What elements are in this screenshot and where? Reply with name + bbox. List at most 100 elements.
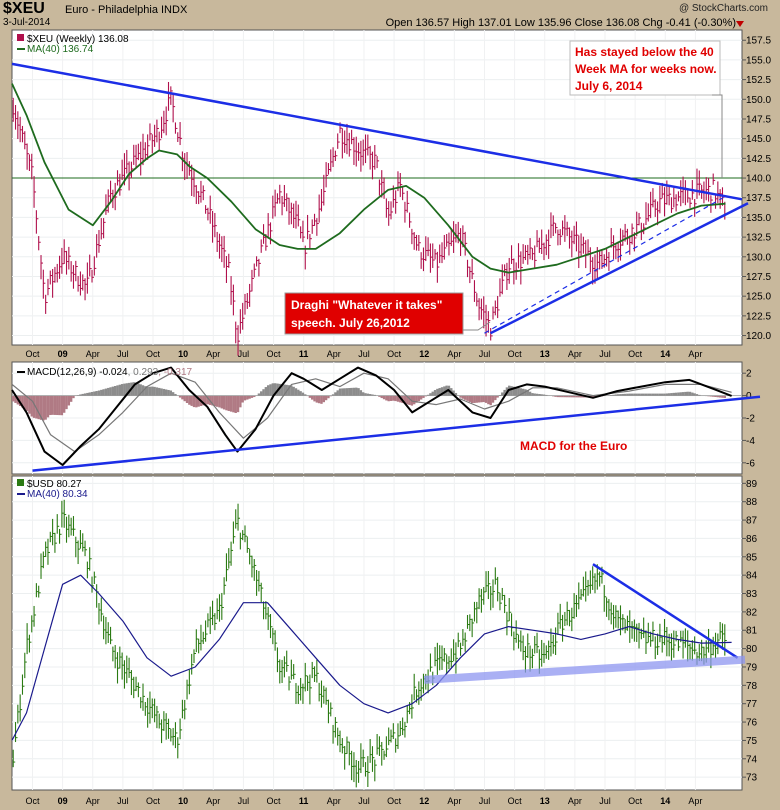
- y-tick-label: 86: [746, 534, 758, 545]
- usd-price-bars: [12, 499, 727, 788]
- x-tick-label: 13: [540, 796, 550, 806]
- annotation-line: Draghi "Whatever it takes": [291, 298, 442, 312]
- chart-date: 3-Jul-2014: [3, 17, 51, 28]
- y-tick-label: 140.0: [746, 174, 771, 185]
- euro-support-trendline: [489, 202, 749, 335]
- legend-label: , -0.317: [158, 367, 192, 378]
- legend-label: $XEU (Weekly) 136.08: [27, 34, 129, 45]
- x-tick-label: Jul: [479, 349, 491, 359]
- y-tick-label: 122.5: [746, 311, 771, 322]
- y-tick-label: 135.0: [746, 213, 771, 224]
- annotation-pointer: [712, 94, 723, 178]
- x-tick-label: Oct: [146, 796, 161, 806]
- y-tick-label: 79: [746, 662, 758, 673]
- y-tick-label: -2: [746, 414, 755, 425]
- legend-label: -0.024: [96, 367, 128, 378]
- usd-x-axis: Oct 09 Apr Jul Oct 10 Apr Jul Oct 11 Apr Jul Oct 12 Ap…: [25, 796, 702, 806]
- y-tick-label: 2: [746, 369, 752, 380]
- legend-swatch: [17, 479, 24, 486]
- x-tick-label: 09: [58, 796, 68, 806]
- y-tick-label: 77: [746, 699, 758, 710]
- x-tick-label: Apr: [688, 796, 702, 806]
- x-tick-label: Apr: [447, 796, 461, 806]
- x-tick-label: 10: [178, 796, 188, 806]
- x-tick-label: Apr: [327, 349, 341, 359]
- x-tick-label: Jul: [238, 349, 250, 359]
- annotation-box: [284, 292, 464, 335]
- chart-header: $XEU Euro - Philadelphia INDX 3-Jul-2014…: [0, 0, 780, 30]
- x-tick-label: Apr: [688, 349, 702, 359]
- annotation-line: speech. July 26,2012: [291, 316, 410, 330]
- y-tick-label: 120.0: [746, 331, 771, 342]
- x-tick-label: Oct: [508, 349, 523, 359]
- y-tick-label: 147.5: [746, 114, 771, 125]
- y-tick-label: -4: [746, 436, 755, 447]
- x-tick-label: Oct: [508, 796, 523, 806]
- x-tick-label: 11: [299, 349, 309, 359]
- annotation-box: [569, 40, 721, 96]
- annotation-ma-callout: Has stayed below the 40 Week MA for weeks…: [569, 40, 723, 178]
- x-tick-label: Apr: [206, 796, 220, 806]
- x-tick-label: 12: [419, 349, 429, 359]
- x-tick-label: Oct: [146, 349, 161, 359]
- x-tick-label: Apr: [206, 349, 220, 359]
- euro-resistance-trendline: [11, 62, 743, 201]
- x-tick-label: Apr: [86, 796, 100, 806]
- y-tick-label: 80: [746, 644, 758, 655]
- y-tick-label: 85: [746, 552, 758, 563]
- usd-resistance-trendline: [592, 563, 739, 659]
- euro-ma40-line: [11, 83, 726, 274]
- annotation-macd-label: MACD for the Euro: [520, 439, 627, 453]
- y-tick-label: 87: [746, 516, 758, 527]
- y-tick-label: 75: [746, 736, 758, 747]
- legend-label: $USD 80.27: [27, 479, 82, 490]
- y-tick-label: 130.0: [746, 252, 771, 263]
- x-tick-label: Oct: [25, 796, 40, 806]
- y-tick-label: 89: [746, 479, 758, 490]
- y-tick-label: 81: [746, 626, 758, 637]
- x-tick-label: Oct: [387, 796, 402, 806]
- x-tick-label: Jul: [358, 796, 370, 806]
- x-tick-label: 11: [299, 796, 309, 806]
- legend-label: , 0.293: [128, 367, 159, 378]
- x-tick-label: Oct: [628, 796, 643, 806]
- symbol-description: Euro - Philadelphia INDX: [65, 4, 188, 16]
- y-tick-label: 132.5: [746, 233, 771, 244]
- macd-legend: MACD(12,26,9) -0.024, 0.293, -0.317: [17, 367, 193, 378]
- annotation-line: Week MA for weeks now.: [575, 62, 717, 76]
- legend-label: MA(40) 136.74: [27, 44, 94, 55]
- macd-signal-line: [11, 372, 732, 453]
- annotation-line: Has stayed below the 40: [575, 45, 714, 59]
- annotation-draghi-callout: Draghi "Whatever it takes" speech. July 2…: [284, 292, 491, 335]
- x-tick-label: 12: [419, 796, 429, 806]
- x-tick-label: 14: [660, 349, 670, 359]
- y-tick-label: 125.0: [746, 292, 771, 303]
- ohlc-readout: Open 136.57 High 137.01 Low 135.96 Close…: [385, 17, 736, 29]
- x-tick-label: Oct: [628, 349, 643, 359]
- y-tick-label: 74: [746, 754, 758, 765]
- y-tick-label: 83: [746, 589, 758, 600]
- x-tick-label: Apr: [568, 796, 582, 806]
- macd-support-trendline: [32, 395, 761, 472]
- x-tick-label: Oct: [267, 349, 282, 359]
- x-tick-label: 13: [540, 349, 550, 359]
- x-tick-label: Apr: [86, 349, 100, 359]
- y-tick-label: 150.0: [746, 95, 771, 106]
- y-tick-label: -6: [746, 458, 755, 469]
- usd-support-band: [423, 655, 746, 684]
- y-tick-label: 88: [746, 497, 758, 508]
- y-tick-label: 137.5: [746, 193, 771, 204]
- y-tick-label: 152.5: [746, 75, 771, 86]
- y-tick-label: 142.5: [746, 154, 771, 165]
- x-tick-label: Jul: [479, 796, 491, 806]
- x-tick-label: Oct: [387, 349, 402, 359]
- x-tick-label: Jul: [117, 349, 129, 359]
- legend-label: MACD(12,26,9): [27, 367, 96, 378]
- macd-legend-label: MACD(12,26,9) -0.024, 0.293, -0.317: [27, 367, 193, 378]
- brand-label: @ StockCharts.com: [678, 3, 768, 14]
- x-tick-label: Jul: [599, 796, 611, 806]
- symbol-title: $XEU: [3, 0, 45, 17]
